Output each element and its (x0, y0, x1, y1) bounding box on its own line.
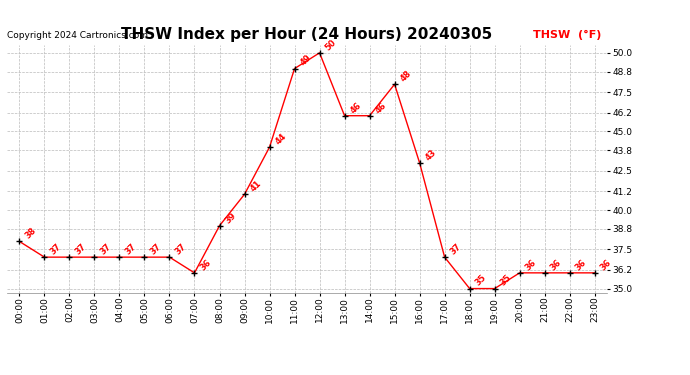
Text: 36: 36 (549, 258, 564, 272)
Text: 46: 46 (374, 100, 388, 115)
Text: 46: 46 (348, 100, 364, 115)
Text: Copyright 2024 Cartronics.com: Copyright 2024 Cartronics.com (7, 31, 148, 40)
Text: 37: 37 (99, 242, 113, 256)
Text: 37: 37 (174, 242, 188, 256)
Text: 50: 50 (324, 38, 338, 52)
Text: 49: 49 (299, 53, 313, 68)
Text: 41: 41 (248, 179, 264, 194)
Text: 37: 37 (124, 242, 138, 256)
Text: 37: 37 (148, 242, 163, 256)
Text: 43: 43 (424, 147, 438, 162)
Text: 48: 48 (399, 69, 413, 84)
Text: 36: 36 (199, 258, 213, 272)
Text: 37: 37 (448, 242, 463, 256)
Text: 35: 35 (474, 273, 489, 288)
Text: 36: 36 (599, 258, 613, 272)
Text: 37: 37 (74, 242, 88, 256)
Title: THSW Index per Hour (24 Hours) 20240305: THSW Index per Hour (24 Hours) 20240305 (121, 27, 493, 42)
Text: 36: 36 (524, 258, 538, 272)
Text: 39: 39 (224, 210, 238, 225)
Text: 44: 44 (274, 132, 288, 146)
Text: 38: 38 (23, 226, 38, 241)
Text: THSW  (°F): THSW (°F) (533, 30, 601, 40)
Text: 37: 37 (48, 242, 63, 256)
Text: 35: 35 (499, 273, 513, 288)
Text: 36: 36 (574, 258, 589, 272)
